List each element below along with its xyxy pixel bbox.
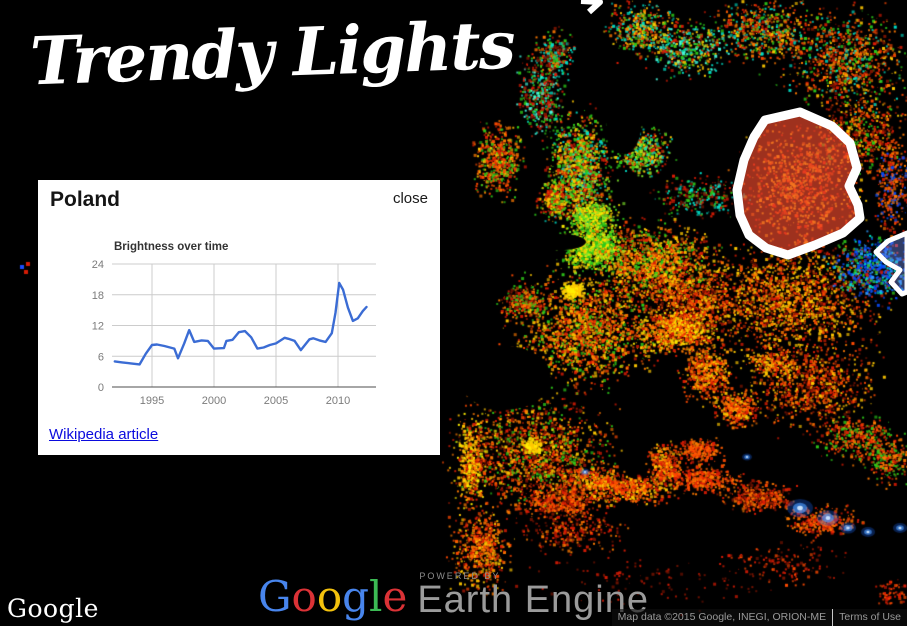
- region-highlight-poland[interactable]: [732, 107, 865, 260]
- svg-text:2000: 2000: [202, 395, 226, 407]
- info-panel: Poland close Brightness over time 1995 200…: [38, 180, 440, 455]
- google-logo-letter: e: [382, 572, 408, 622]
- svg-text:6: 6: [98, 351, 104, 363]
- google-watermark: Google: [7, 594, 99, 623]
- powered-by-label: POWERED BY: [419, 570, 501, 581]
- google-logo-letter: l: [369, 572, 383, 622]
- google-logo-letter: o: [291, 572, 317, 622]
- region-highlight-fragment-top: [580, 0, 603, 15]
- brightness-chart: Brightness over time 1995 2000 2005 2010 0 6 12…: [92, 241, 376, 407]
- google-logo-letter: o: [316, 572, 343, 622]
- svg-text:2010: 2010: [326, 395, 350, 407]
- svg-text:24: 24: [92, 259, 104, 271]
- attribution-bar: Map data ©2015 Google, INEGI, ORION-ME T…: [611, 609, 907, 626]
- region-highlight-partial-east[interactable]: [873, 230, 907, 297]
- svg-text:Brightness over time: Brightness over time: [114, 241, 228, 253]
- google-logo-letter: G: [257, 572, 292, 622]
- close-button[interactable]: close: [392, 190, 428, 207]
- earth-engine-label: Earth Engine: [417, 578, 650, 621]
- svg-text:18: 18: [92, 290, 104, 302]
- panel-title: Poland: [50, 188, 121, 211]
- google-logo-letter: g: [342, 572, 370, 622]
- svg-text:2005: 2005: [264, 395, 288, 407]
- svg-text:12: 12: [92, 321, 104, 333]
- svg-text:1995: 1995: [140, 395, 164, 407]
- svg-text:0: 0: [98, 382, 104, 394]
- map-data-attribution: Map data ©2015 Google, INEGI, ORION-ME: [611, 609, 833, 626]
- terms-of-use-link[interactable]: Terms of Use: [832, 609, 907, 626]
- wikipedia-link[interactable]: Wikipedia article: [49, 426, 159, 443]
- google-logo: Google: [258, 576, 407, 618]
- powered-by-block: Google POWERED BY Earth Engine: [258, 570, 650, 621]
